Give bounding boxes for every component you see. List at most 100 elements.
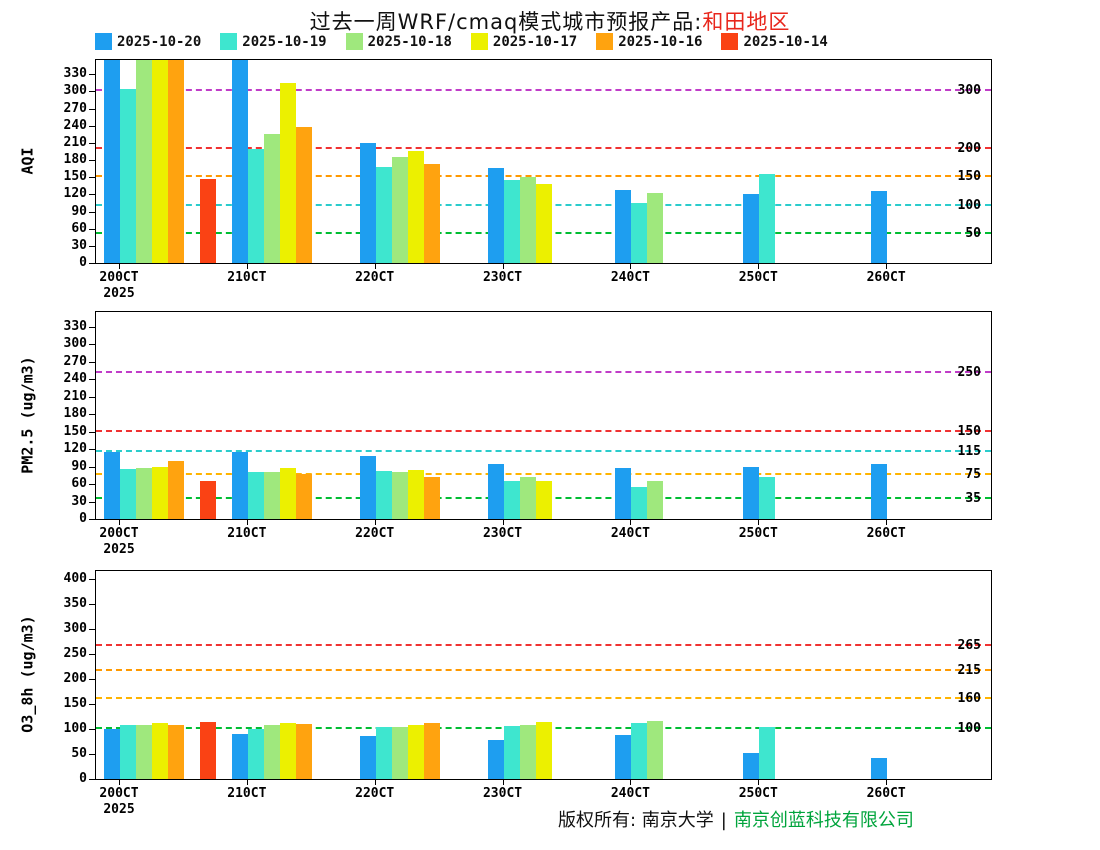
bar bbox=[104, 451, 120, 519]
bar bbox=[647, 192, 664, 263]
bar bbox=[200, 481, 216, 519]
o3-plot: 100 160 215 265 bbox=[95, 570, 992, 780]
bar bbox=[487, 739, 504, 779]
y-tick-mark bbox=[89, 228, 95, 230]
bar bbox=[359, 142, 376, 263]
y-tick-label: 300 bbox=[63, 336, 87, 352]
legend-item: 2025-10-20 bbox=[95, 33, 201, 50]
bar bbox=[120, 725, 136, 779]
bar bbox=[519, 477, 536, 519]
ref-line-label: 250 bbox=[957, 365, 981, 381]
x-tick-label: 250CT bbox=[738, 526, 778, 541]
y-tick-label: 330 bbox=[63, 66, 87, 82]
legend-label: 2025-10-20 bbox=[117, 33, 202, 50]
legend-item: 2025-10-17 bbox=[470, 33, 577, 50]
y-tick-mark bbox=[89, 431, 95, 433]
ref-line-label: 35 bbox=[965, 490, 981, 506]
bar bbox=[423, 163, 440, 263]
bar bbox=[391, 157, 408, 263]
y-tick-mark bbox=[89, 519, 95, 520]
y-tick-mark bbox=[89, 396, 95, 398]
x-tick-mark bbox=[502, 520, 504, 525]
y-tick-mark bbox=[89, 501, 95, 503]
x-tick-label: 220CT bbox=[355, 270, 395, 285]
y-tick-mark bbox=[89, 74, 95, 76]
y-tick-label: 240 bbox=[63, 117, 87, 133]
y-tick-mark bbox=[89, 344, 95, 346]
y-tick-label: 100 bbox=[63, 720, 87, 736]
x-tick-mark bbox=[758, 264, 760, 269]
bar bbox=[871, 463, 888, 519]
x-tick-label: 200CT bbox=[99, 786, 139, 801]
copyright-owner: 版权所有: 南京大学 bbox=[558, 810, 714, 831]
x-tick-label: 230CT bbox=[482, 786, 523, 801]
bar bbox=[487, 168, 504, 263]
y-tick-label: 150 bbox=[63, 169, 87, 185]
ref-line-label: 100 bbox=[957, 197, 981, 213]
y-tick-mark bbox=[89, 142, 95, 144]
legend-label: 2025-10-14 bbox=[743, 33, 828, 50]
y-tick-label: 0 bbox=[79, 511, 87, 526]
pm25-axis-label: PM2.5 (ug/m3) bbox=[16, 311, 40, 518]
y-tick-mark bbox=[89, 753, 95, 755]
y-tick-mark bbox=[89, 578, 95, 580]
ref-line bbox=[96, 146, 991, 149]
ref-line-label: 200 bbox=[957, 140, 981, 156]
bar bbox=[104, 60, 120, 263]
o3-axis-label: O3_8h (ug/m3) bbox=[16, 570, 40, 778]
bar bbox=[743, 466, 760, 519]
y-tick-mark bbox=[89, 603, 95, 605]
x-tick-label: 220CT bbox=[355, 526, 395, 541]
y-tick-label: 90 bbox=[71, 458, 87, 474]
bar bbox=[615, 189, 632, 263]
bar bbox=[263, 725, 280, 779]
y-tick-mark bbox=[89, 263, 95, 264]
aqi-axis-label-text: AQI bbox=[19, 146, 37, 175]
x-tick-label: 220CT bbox=[355, 786, 395, 801]
x-tick-mark bbox=[886, 780, 888, 785]
ref-line bbox=[96, 175, 991, 178]
bar bbox=[247, 148, 264, 263]
x-tick-label: 200CT bbox=[99, 270, 139, 285]
x-axis-year-label: 2025 bbox=[103, 286, 135, 301]
bar bbox=[152, 466, 168, 519]
x-tick-label: 240CT bbox=[610, 786, 650, 801]
bar bbox=[535, 183, 552, 263]
bar bbox=[231, 451, 248, 519]
x-tick-label: 230CT bbox=[482, 526, 523, 541]
legend-item: 2025-10-16 bbox=[596, 33, 702, 50]
bar bbox=[631, 486, 648, 519]
ref-line-label: 300 bbox=[957, 83, 981, 99]
x-tick-mark bbox=[758, 520, 760, 525]
bar bbox=[152, 722, 168, 779]
aqi-axis-label: AQI bbox=[16, 59, 40, 262]
bar bbox=[615, 467, 632, 519]
bar bbox=[647, 481, 664, 519]
y-tick-label: 300 bbox=[63, 83, 87, 99]
ref-line-label: 150 bbox=[957, 169, 981, 185]
y-tick-label: 210 bbox=[63, 134, 87, 150]
copyright-company: 南京创蓝科技有限公司 bbox=[733, 810, 914, 831]
y-tick-mark bbox=[89, 414, 95, 416]
bar bbox=[279, 467, 296, 519]
bar bbox=[743, 193, 760, 263]
x-tick-mark bbox=[886, 520, 888, 525]
bar bbox=[120, 469, 136, 519]
bar bbox=[503, 726, 520, 779]
pm25-axis-label-text: PM2.5 (ug/m3) bbox=[19, 355, 37, 474]
title-main: 过去一周WRF/cmaq模式城市预报产品: bbox=[309, 10, 703, 34]
ref-line bbox=[96, 669, 991, 672]
bar bbox=[168, 460, 184, 519]
page-title: 过去一周WRF/cmaq模式城市预报产品:和田地区 bbox=[0, 6, 1100, 36]
y-tick-label: 60 bbox=[71, 220, 87, 236]
x-tick-mark bbox=[119, 264, 120, 269]
ref-line-label: 100 bbox=[957, 720, 981, 736]
x-tick-mark bbox=[246, 264, 248, 269]
y-tick-mark bbox=[89, 779, 95, 780]
bar bbox=[535, 481, 552, 519]
y-tick-mark bbox=[89, 628, 95, 630]
y-tick-label: 210 bbox=[63, 388, 87, 404]
bar bbox=[519, 176, 536, 263]
y-tick-label: 330 bbox=[63, 318, 87, 334]
bar bbox=[759, 477, 776, 519]
